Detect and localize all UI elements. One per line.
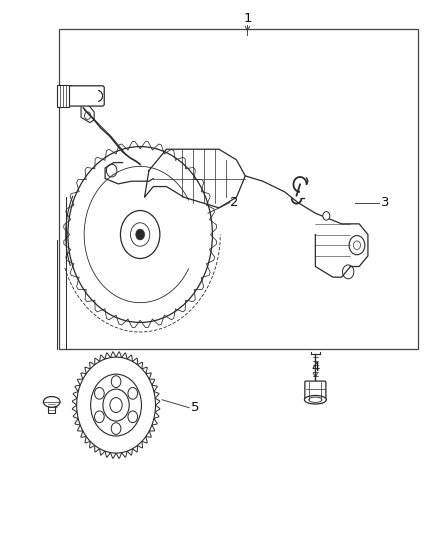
Circle shape bbox=[77, 357, 155, 453]
Text: 3: 3 bbox=[381, 196, 390, 209]
Bar bbox=[59, 29, 418, 349]
Text: 1: 1 bbox=[243, 12, 252, 25]
Ellipse shape bbox=[43, 397, 60, 407]
Ellipse shape bbox=[304, 395, 326, 404]
FancyBboxPatch shape bbox=[305, 381, 326, 401]
Text: 2: 2 bbox=[230, 196, 239, 209]
Bar bbox=[57, 85, 69, 107]
Circle shape bbox=[136, 229, 145, 240]
Bar bbox=[48, 401, 55, 413]
FancyBboxPatch shape bbox=[67, 86, 104, 106]
Text: 6: 6 bbox=[44, 396, 53, 409]
Text: 5: 5 bbox=[191, 401, 199, 414]
Circle shape bbox=[323, 212, 330, 220]
Text: 4: 4 bbox=[311, 361, 320, 374]
